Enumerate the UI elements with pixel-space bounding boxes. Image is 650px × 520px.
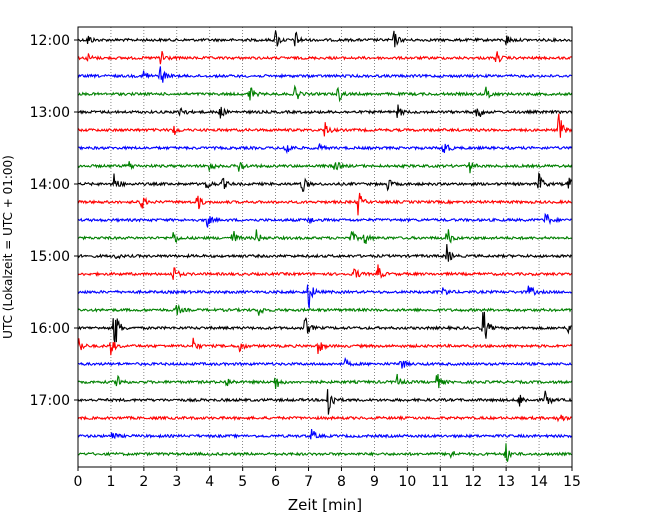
x-tick-label-7: 7	[304, 474, 313, 490]
trace-1345	[77, 161, 573, 174]
y-tick-label-1600: 16:00	[30, 321, 70, 337]
x-tick-label-14: 14	[530, 474, 548, 490]
vertical-gridlines	[110, 27, 540, 467]
x-tick-label-8: 8	[337, 474, 346, 490]
trace-1745	[78, 443, 572, 463]
trace-1430	[77, 212, 572, 228]
trace-1515	[77, 264, 573, 280]
x-tick-label-1: 1	[106, 474, 115, 490]
trace-1330	[78, 143, 573, 155]
plot-area-frame	[77, 26, 573, 468]
trace-1615	[77, 337, 573, 356]
y-tick-label-1500: 15:00	[30, 249, 70, 265]
trace-1530	[77, 284, 572, 309]
trace-1645	[77, 373, 573, 390]
trace-1245	[77, 84, 573, 103]
x-tick-label-3: 3	[172, 474, 181, 490]
x-tick-label-2: 2	[139, 474, 148, 490]
trace-1415	[77, 192, 572, 216]
trace-layer	[77, 30, 573, 463]
y-axis-ticks: 12:00 13:00 14:00 15:00 16:00 17:00	[30, 33, 78, 409]
trace-1315	[77, 113, 573, 138]
x-tick-label-5: 5	[238, 474, 247, 490]
x-tick-label-0: 0	[74, 474, 83, 490]
y-tick-label-1200: 12:00	[30, 33, 70, 49]
trace-1215	[77, 51, 572, 65]
trace-1300	[77, 104, 573, 119]
x-axis-ticks: 0 1 2 3 4 5 6 7 8 9 10 11 12 13 14 15	[74, 467, 581, 490]
x-tick-label-12: 12	[464, 474, 482, 490]
y-tick-label-1400: 14:00	[30, 177, 70, 193]
trace-1545	[77, 303, 572, 316]
y-tick-label-1700: 17:00	[30, 393, 70, 409]
trace-1400	[77, 172, 573, 192]
y-tick-label-1300: 13:00	[30, 105, 70, 121]
x-tick-label-15: 15	[563, 474, 581, 490]
x-tick-label-4: 4	[205, 474, 214, 490]
trace-1730	[77, 429, 573, 440]
x-axis-label: Zeit [min]	[288, 496, 362, 514]
trace-1445	[77, 229, 572, 245]
trace-1200	[77, 30, 572, 48]
trace-1715	[77, 414, 572, 423]
trace-1500	[77, 244, 573, 262]
x-tick-label-6: 6	[271, 474, 280, 490]
x-tick-label-9: 9	[370, 474, 379, 490]
trace-1230	[77, 66, 572, 83]
trace-1630	[77, 356, 572, 369]
x-tick-label-11: 11	[431, 474, 449, 490]
x-tick-label-13: 13	[497, 474, 515, 490]
trace-1700	[77, 389, 573, 415]
x-tick-label-10: 10	[398, 474, 416, 490]
trace-1600	[77, 311, 572, 343]
y-axis-label: UTC (Lokalzeit = UTC + 01:00)	[1, 155, 15, 339]
